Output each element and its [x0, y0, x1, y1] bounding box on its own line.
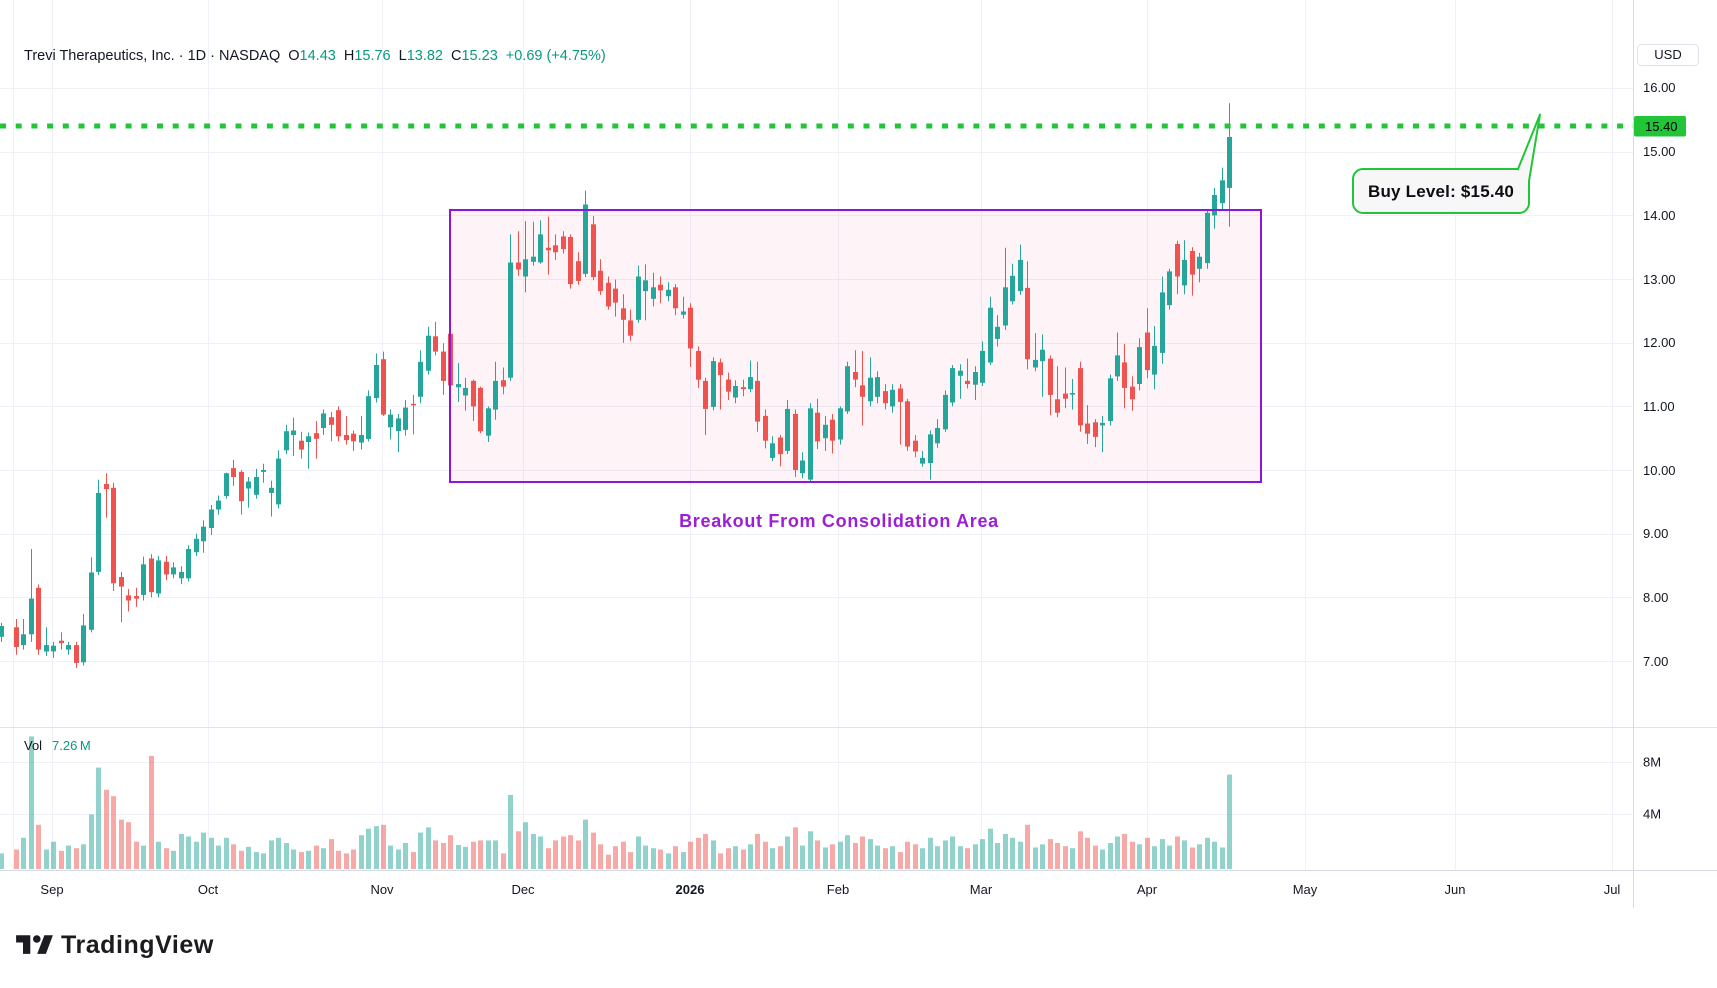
- svg-text:9.00: 9.00: [1643, 526, 1668, 541]
- svg-text:7.00: 7.00: [1643, 654, 1668, 669]
- svg-text:Trevi Therapeutics, Inc. · 1D: Trevi Therapeutics, Inc. · 1D · NASDAQ O1…: [24, 48, 606, 64]
- svg-text:4M: 4M: [1643, 807, 1661, 822]
- svg-text:USD: USD: [1654, 47, 1681, 62]
- svg-text:Vol: Vol: [24, 738, 42, 753]
- svg-text:10.00: 10.00: [1643, 463, 1676, 478]
- svg-text:May: May: [1293, 882, 1318, 897]
- svg-text:Buy Level: $15.40: Buy Level: $15.40: [1368, 182, 1514, 201]
- svg-text:Jun: Jun: [1445, 882, 1466, 897]
- svg-text:15.40: 15.40: [1645, 119, 1678, 134]
- svg-text:Jul: Jul: [1604, 882, 1621, 897]
- svg-text:8M: 8M: [1643, 755, 1661, 770]
- svg-text:2026: 2026: [676, 882, 705, 897]
- svg-text:8.00: 8.00: [1643, 590, 1668, 605]
- svg-text:7.26 M: 7.26 M: [52, 738, 91, 753]
- svg-text:14.00: 14.00: [1643, 208, 1676, 223]
- svg-text:12.00: 12.00: [1643, 335, 1676, 350]
- svg-text:13.00: 13.00: [1643, 272, 1676, 287]
- svg-text:Apr: Apr: [1137, 882, 1158, 897]
- svg-text:16.00: 16.00: [1643, 80, 1676, 95]
- svg-text:Oct: Oct: [198, 882, 219, 897]
- svg-text:Dec: Dec: [511, 882, 535, 897]
- svg-text:Mar: Mar: [970, 882, 993, 897]
- svg-text:TradingView: TradingView: [61, 931, 214, 959]
- svg-text:Breakout From Consolidation Ar: Breakout From Consolidation Area: [679, 511, 999, 531]
- svg-text:Nov: Nov: [370, 882, 394, 897]
- svg-text:11.00: 11.00: [1643, 399, 1675, 414]
- svg-text:Feb: Feb: [827, 882, 849, 897]
- svg-text:Sep: Sep: [40, 882, 63, 897]
- svg-text:15.00: 15.00: [1643, 144, 1676, 159]
